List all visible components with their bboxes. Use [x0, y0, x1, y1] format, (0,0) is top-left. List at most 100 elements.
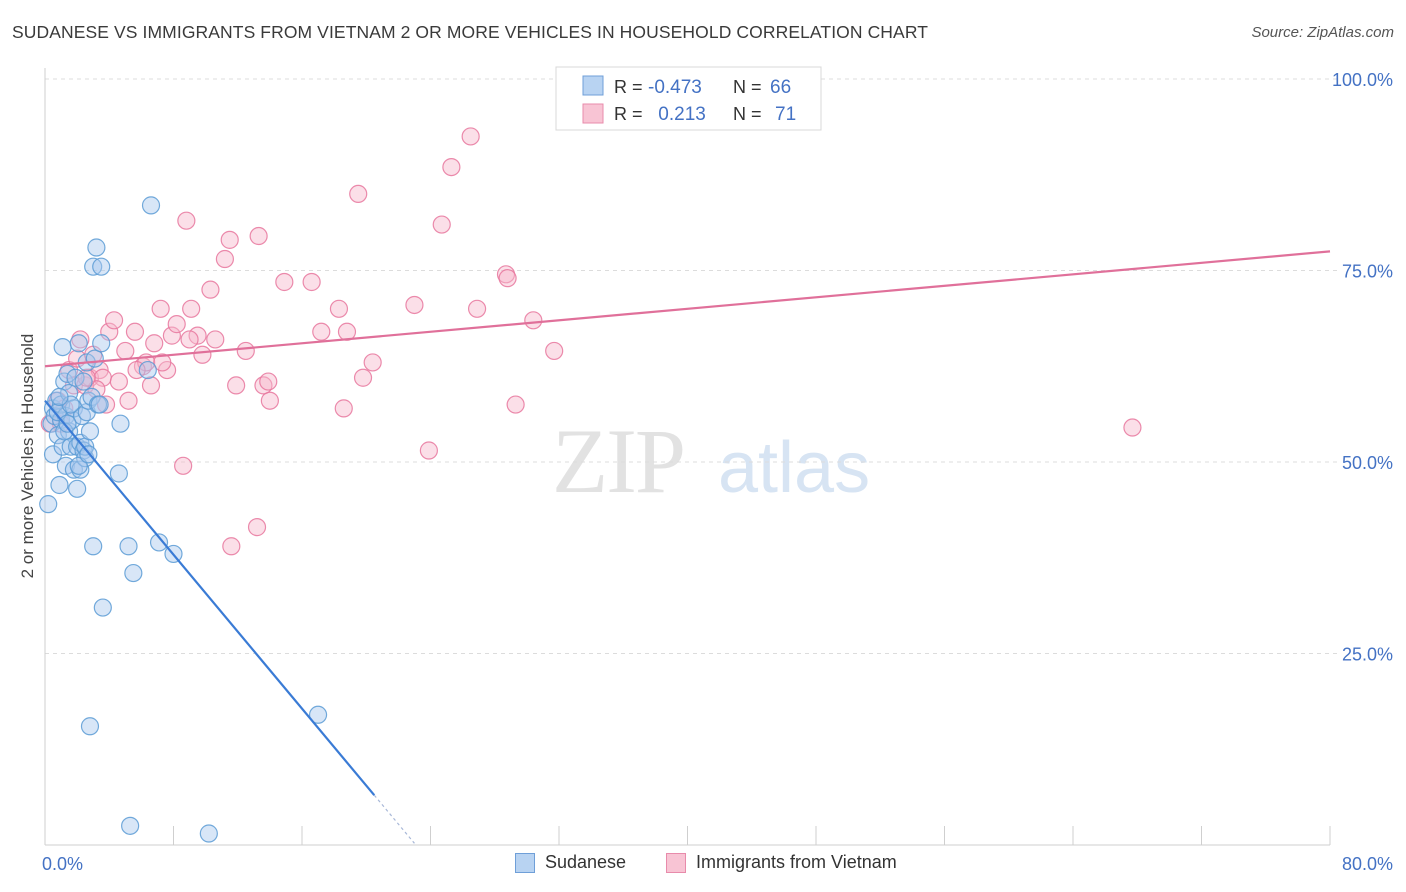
point-sudanese — [90, 395, 109, 414]
point-vietnam — [174, 456, 193, 475]
legend-top: R = -0.473 N = 66 R = 0.213 N = 71 — [555, 66, 822, 131]
point-vietnam — [153, 353, 172, 372]
legend-swatch-vietnam — [582, 103, 604, 124]
point-vietnam — [419, 441, 438, 460]
point-sudanese — [93, 598, 112, 617]
point-sudanese — [87, 238, 106, 257]
legend-n-value-1: 66 — [770, 77, 791, 98]
y-tick-label: 25.0% — [1342, 645, 1393, 665]
watermark-zip: ZIP — [552, 410, 684, 512]
point-sudanese — [119, 537, 138, 556]
point-vietnam — [125, 322, 145, 341]
point-vietnam — [353, 368, 373, 387]
point-sudanese — [124, 563, 143, 583]
legend-swatch-vietnam-bottom — [666, 852, 686, 873]
point-vietnam — [259, 372, 278, 391]
legend-r-label-1: R = — [614, 77, 648, 97]
point-sudanese — [141, 196, 161, 215]
trend-line-vietnam — [44, 250, 1331, 368]
point-vietnam — [461, 127, 480, 146]
point-vietnam — [236, 341, 255, 361]
point-sudanese — [68, 479, 87, 498]
point-vietnam — [302, 272, 321, 292]
point-vietnam — [524, 311, 543, 330]
point-sudanese — [80, 717, 100, 736]
point-vietnam — [116, 341, 135, 361]
x-tick-label-max: 80.0% — [1342, 854, 1393, 874]
point-vietnam — [506, 395, 525, 414]
axes — [44, 68, 1331, 846]
point-vietnam — [498, 269, 517, 288]
point-vietnam — [467, 299, 487, 318]
legend-r-value-2: 0.213 — [653, 104, 706, 125]
point-vietnam — [145, 334, 164, 353]
x-tick-label-min: 0.0% — [42, 854, 83, 874]
point-sudanese — [138, 360, 157, 380]
point-vietnam — [222, 537, 241, 556]
legend-item-sudanese: Sudanese — [515, 852, 626, 873]
point-vietnam — [109, 372, 128, 391]
point-vietnam — [312, 322, 331, 341]
point-vietnam — [545, 341, 564, 361]
y-tick-label: 75.0% — [1342, 262, 1393, 282]
point-vietnam — [206, 330, 225, 349]
legend-r-label-2: R = — [614, 104, 648, 124]
point-vietnam — [1123, 418, 1142, 437]
legend-swatch-sudanese — [582, 75, 604, 96]
point-sudanese — [43, 445, 63, 464]
watermark: ZIP atlas — [552, 410, 870, 512]
point-sudanese — [39, 495, 58, 514]
point-sudanese — [53, 338, 72, 357]
trend-lines — [44, 250, 1331, 844]
point-vietnam — [167, 315, 186, 334]
point-vietnam — [215, 249, 234, 269]
point-vietnam — [180, 330, 199, 349]
point-vietnam — [275, 272, 294, 292]
y-tick-label: 50.0% — [1342, 453, 1393, 473]
point-vietnam — [162, 326, 181, 345]
point-sudanese — [199, 824, 218, 843]
point-sudanese — [121, 816, 140, 835]
point-vietnam — [182, 299, 201, 318]
point-sudanese — [50, 387, 69, 406]
point-sudanese — [92, 334, 111, 353]
point-sudanese — [84, 537, 103, 556]
point-sudanese — [69, 334, 88, 353]
y-tick-labels: 100.0% 75.0% 50.0% 25.0% — [1332, 70, 1393, 665]
point-vietnam — [442, 157, 461, 177]
point-sudanese — [50, 475, 69, 495]
source-credit: Source: ZipAtlas.com — [1251, 24, 1394, 41]
point-vietnam — [349, 184, 368, 203]
point-vietnam — [334, 399, 353, 418]
point-vietnam — [177, 211, 196, 230]
gridlines — [45, 78, 1340, 654]
point-sudanese — [58, 414, 77, 433]
point-vietnam — [329, 299, 349, 318]
point-vietnam — [260, 391, 279, 410]
chart-title: SUDANESE VS IMMIGRANTS FROM VIETNAM 2 OR… — [12, 22, 929, 42]
point-sudanese — [85, 349, 104, 368]
point-vietnam — [432, 215, 451, 234]
point-vietnam — [405, 295, 424, 315]
point-vietnam — [227, 376, 246, 395]
trend-line-sudanese — [44, 400, 376, 796]
legend-swatch-sudanese-bottom — [515, 852, 535, 873]
legend-n-label-1: N = — [733, 77, 767, 97]
point-sudanese — [80, 422, 100, 441]
point-vietnam — [201, 280, 220, 299]
legend-r-value-1: -0.473 — [648, 77, 702, 98]
legend-label-sudanese: Sudanese — [545, 852, 627, 872]
x-tick-labels: 0.0% 80.0% — [42, 854, 1393, 874]
point-sudanese — [74, 372, 93, 391]
point-vietnam — [247, 518, 267, 537]
legend-item-vietnam: Immigrants from Vietnam — [666, 852, 897, 873]
point-vietnam — [104, 311, 124, 330]
point-vietnam — [363, 353, 382, 372]
point-vietnam — [119, 391, 138, 410]
y-tick-label: 100.0% — [1332, 70, 1393, 90]
trend-extension-sudanese — [373, 794, 415, 844]
legend-n-value-2: 71 — [775, 104, 796, 125]
point-sudanese — [111, 414, 130, 433]
point-sudanese — [308, 705, 328, 724]
